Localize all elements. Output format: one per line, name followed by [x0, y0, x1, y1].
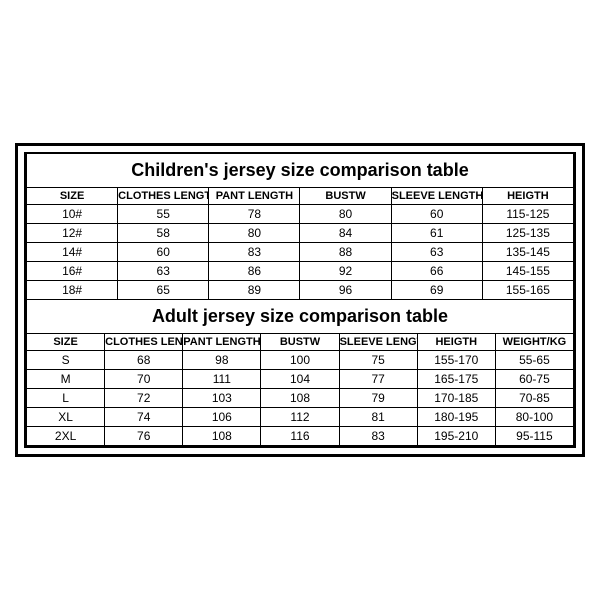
cell: 75 [339, 351, 417, 370]
cell: 72 [105, 389, 183, 408]
table-row: XL 74 106 112 81 180-195 80-100 [27, 408, 574, 427]
cell: 16# [27, 262, 118, 281]
cell: 104 [261, 370, 339, 389]
cell: 55 [118, 205, 209, 224]
cell: 80 [300, 205, 391, 224]
cell: 83 [209, 243, 300, 262]
cell: 80-100 [495, 408, 573, 427]
cell: 89 [209, 281, 300, 300]
cell: 60-75 [495, 370, 573, 389]
adult-col-size: SIZE [27, 334, 105, 351]
children-col-pant: PANT LENGTH [209, 188, 300, 205]
table-row: 14# 60 83 88 63 135-145 [27, 243, 574, 262]
cell: M [27, 370, 105, 389]
cell: 106 [183, 408, 261, 427]
cell: 115-125 [482, 205, 573, 224]
cell: 111 [183, 370, 261, 389]
adult-col-weight: WEIGHT/KG [495, 334, 573, 351]
cell: 112 [261, 408, 339, 427]
cell: 58 [118, 224, 209, 243]
cell: 65 [118, 281, 209, 300]
adult-col-pant: PANT LENGTH [183, 334, 261, 351]
cell: 80 [209, 224, 300, 243]
cell: 68 [105, 351, 183, 370]
adult-header-row: SIZE CLOTHES LENGTH PANT LENGTH BUSTW SL… [27, 334, 574, 351]
cell: 103 [183, 389, 261, 408]
children-title: Children's jersey size comparison table [27, 154, 574, 188]
cell: 61 [391, 224, 482, 243]
adult-title: Adult jersey size comparison table [27, 300, 574, 334]
cell: 60 [118, 243, 209, 262]
children-col-height: HEIGTH [482, 188, 573, 205]
cell: 14# [27, 243, 118, 262]
cell: 70-85 [495, 389, 573, 408]
children-col-bust: BUSTW [300, 188, 391, 205]
cell: 116 [261, 427, 339, 446]
cell: 69 [391, 281, 482, 300]
cell: 55-65 [495, 351, 573, 370]
cell: 66 [391, 262, 482, 281]
adult-col-height: HEIGTH [417, 334, 495, 351]
adult-col-sleeve: SLEEVE LENGTH [339, 334, 417, 351]
cell: 86 [209, 262, 300, 281]
cell: 18# [27, 281, 118, 300]
adult-size-table: Adult jersey size comparison table SIZE … [26, 300, 574, 446]
cell: 100 [261, 351, 339, 370]
cell: 77 [339, 370, 417, 389]
table-row: M 70 111 104 77 165-175 60-75 [27, 370, 574, 389]
table-row: 12# 58 80 84 61 125-135 [27, 224, 574, 243]
cell: 63 [118, 262, 209, 281]
cell: 155-165 [482, 281, 573, 300]
cell: XL [27, 408, 105, 427]
cell: 63 [391, 243, 482, 262]
cell: 81 [339, 408, 417, 427]
cell: 98 [183, 351, 261, 370]
table-row: S 68 98 100 75 155-170 55-65 [27, 351, 574, 370]
cell: 108 [261, 389, 339, 408]
cell: 170-185 [417, 389, 495, 408]
size-chart-frame: Children's jersey size comparison table … [15, 143, 585, 457]
children-col-sleeve: SLEEVE LENGTH [391, 188, 482, 205]
cell: 125-135 [482, 224, 573, 243]
cell: 96 [300, 281, 391, 300]
cell: 60 [391, 205, 482, 224]
cell: 195-210 [417, 427, 495, 446]
cell: 108 [183, 427, 261, 446]
cell: 92 [300, 262, 391, 281]
size-chart-inner: Children's jersey size comparison table … [24, 152, 576, 448]
cell: 180-195 [417, 408, 495, 427]
cell: 84 [300, 224, 391, 243]
cell: 165-175 [417, 370, 495, 389]
children-header-row: SIZE CLOTHES LENGTH PANT LENGTH BUSTW SL… [27, 188, 574, 205]
cell: 10# [27, 205, 118, 224]
cell: 135-145 [482, 243, 573, 262]
cell: 78 [209, 205, 300, 224]
children-col-size: SIZE [27, 188, 118, 205]
children-size-table: Children's jersey size comparison table … [26, 154, 574, 300]
table-row: 2XL 76 108 116 83 195-210 95-115 [27, 427, 574, 446]
cell: 12# [27, 224, 118, 243]
adult-title-row: Adult jersey size comparison table [27, 300, 574, 334]
table-row: 10# 55 78 80 60 115-125 [27, 205, 574, 224]
cell: 70 [105, 370, 183, 389]
cell: 76 [105, 427, 183, 446]
children-title-row: Children's jersey size comparison table [27, 154, 574, 188]
cell: 95-115 [495, 427, 573, 446]
table-row: L 72 103 108 79 170-185 70-85 [27, 389, 574, 408]
table-row: 18# 65 89 96 69 155-165 [27, 281, 574, 300]
cell: 88 [300, 243, 391, 262]
cell: 2XL [27, 427, 105, 446]
cell: 79 [339, 389, 417, 408]
children-col-cloth: CLOTHES LENGTH [118, 188, 209, 205]
cell: 74 [105, 408, 183, 427]
cell: S [27, 351, 105, 370]
table-row: 16# 63 86 92 66 145-155 [27, 262, 574, 281]
cell: 83 [339, 427, 417, 446]
adult-col-cloth: CLOTHES LENGTH [105, 334, 183, 351]
adult-col-bust: BUSTW [261, 334, 339, 351]
cell: 145-155 [482, 262, 573, 281]
cell: 155-170 [417, 351, 495, 370]
cell: L [27, 389, 105, 408]
